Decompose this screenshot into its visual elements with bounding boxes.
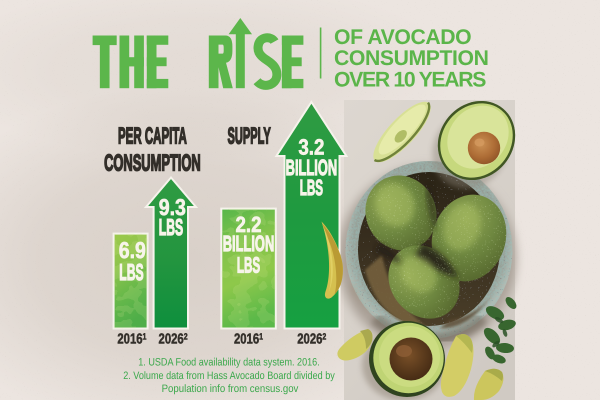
svg-text:LBS: LBS — [119, 259, 143, 285]
svg-text:9.3: 9.3 — [159, 194, 186, 220]
svg-text:LBS: LBS — [237, 253, 260, 278]
svg-text:3.2: 3.2 — [298, 135, 324, 160]
svg-text:2. Volume data from Hass Avoca: 2. Volume data from Hass Avocado Board d… — [123, 370, 335, 382]
svg-text:BILLION: BILLION — [223, 231, 274, 256]
svg-text:20161: 20161 — [234, 332, 263, 348]
svg-text:CONSUMPTION: CONSUMPTION — [104, 149, 201, 175]
svg-text:20262: 20262 — [297, 332, 326, 348]
svg-text:20161: 20161 — [117, 332, 146, 348]
svg-text:OVER 10 YEARS: OVER 10 YEARS — [334, 68, 486, 91]
svg-text:1. USDA Food availability data: 1. USDA Food availability data system. 2… — [138, 357, 319, 369]
svg-text:BILLION: BILLION — [286, 155, 337, 180]
svg-text:20262: 20262 — [159, 332, 188, 348]
svg-text:SUPPLY: SUPPLY — [228, 123, 271, 149]
svg-text:PER CAPITA: PER CAPITA — [118, 123, 187, 149]
svg-text:OF AVOCADO: OF AVOCADO — [334, 26, 471, 49]
svg-text:CONSUMPTION: CONSUMPTION — [334, 47, 489, 70]
svg-text:LBS: LBS — [300, 175, 323, 200]
svg-text:2.2: 2.2 — [235, 212, 261, 237]
svg-text:6.9: 6.9 — [119, 237, 146, 263]
svg-text:LBS: LBS — [159, 214, 183, 240]
svg-text:Population info from census.go: Population info from census.gov — [162, 383, 299, 395]
